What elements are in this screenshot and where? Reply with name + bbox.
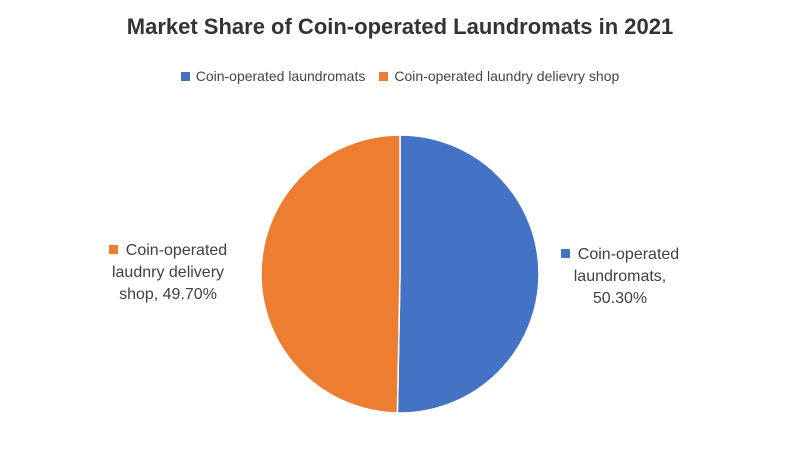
data-label-line1: Coin-operated: [125, 242, 228, 259]
data-label-swatch-laundromats: [560, 249, 570, 258]
pie-slice-1: [260, 134, 401, 414]
data-label-line2: laudnry delivery: [111, 264, 225, 281]
data-label-line3: 50.30%: [592, 290, 648, 307]
data-label-line1: Coin-operated: [577, 246, 680, 263]
legend-swatch-laundromats: [180, 71, 190, 81]
data-label-line3: shop, 49.70%: [119, 286, 217, 303]
data-label-line2: laundromats,: [573, 268, 667, 285]
legend-swatch-delivery-shop: [379, 71, 389, 81]
legend-item-laundromats: Coin-operated laundromats: [180, 68, 366, 84]
chart-legend: Coin-operated laundromats Coin-operated …: [0, 68, 800, 84]
data-label-delivery-shop: Coin-operated laudnry delivery shop, 49.…: [78, 240, 258, 306]
legend-label-laundromats: Coin-operated laundromats: [195, 68, 366, 84]
pie-slice-0: [396, 134, 540, 414]
data-label-laundromats: Coin-operated laundromats, 50.30%: [540, 244, 700, 310]
chart-title: Market Share of Coin-operated Laundromat…: [126, 14, 674, 39]
legend-label-delivery-shop: Coin-operated laundry delievry shop: [394, 68, 620, 84]
data-label-swatch-delivery-shop: [108, 245, 118, 254]
legend-item-delivery-shop: Coin-operated laundry delievry shop: [379, 68, 619, 84]
